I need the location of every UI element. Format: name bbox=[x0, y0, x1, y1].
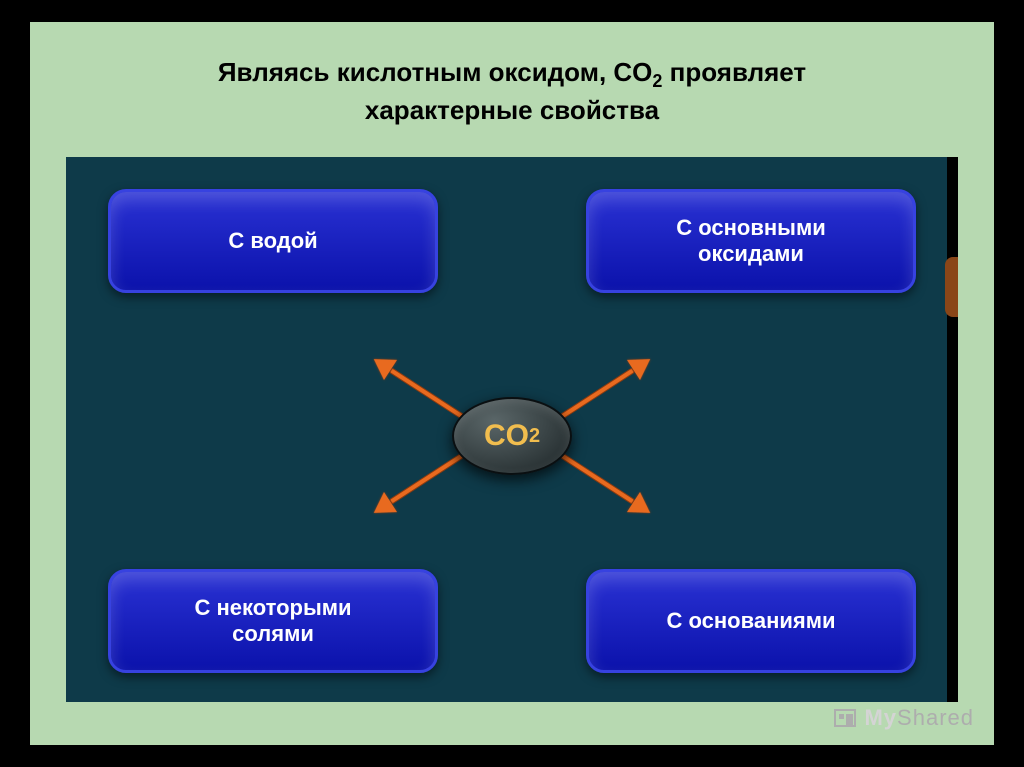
center-label-sub: 2 bbox=[529, 425, 540, 448]
box-bot-right: С основаниями bbox=[586, 569, 916, 673]
watermark-text: MyShared bbox=[864, 705, 974, 731]
box-bot-right-line: С основаниями bbox=[666, 608, 835, 634]
arrow-shaft bbox=[389, 451, 468, 505]
title-line-1-suffix: проявляет bbox=[662, 57, 806, 87]
center-node: CO2 bbox=[452, 397, 572, 475]
watermark-bold: My bbox=[864, 705, 897, 730]
watermark-rest: Shared bbox=[897, 705, 974, 730]
title: Являясь кислотным оксидом, CO2 проявляет… bbox=[66, 56, 958, 127]
box-bot-left-line: С некоторыми bbox=[194, 595, 351, 621]
box-bot-left-line: солями bbox=[232, 621, 314, 647]
title-line-2: характерные свойства bbox=[66, 94, 958, 128]
arrow-shaft bbox=[556, 451, 635, 505]
box-top-left: С водой bbox=[108, 189, 438, 293]
title-line-1: Являясь кислотным оксидом, CO2 проявляет bbox=[66, 56, 958, 94]
box-bot-left: С некоторымисолями bbox=[108, 569, 438, 673]
arrow-shaft bbox=[389, 368, 468, 422]
watermark-icon bbox=[834, 709, 856, 727]
center-label-main: CO bbox=[484, 419, 529, 453]
box-top-left-line: С водой bbox=[228, 228, 317, 254]
box-top-right-line: С основными bbox=[676, 215, 826, 241]
box-top-right-line: оксидами bbox=[698, 241, 804, 267]
title-sub: 2 bbox=[652, 71, 662, 91]
title-line-1-prefix: Являясь кислотным оксидом, CO bbox=[218, 57, 653, 87]
slide-frame: Являясь кислотным оксидом, CO2 проявляет… bbox=[30, 22, 994, 745]
arrow-shaft bbox=[556, 368, 635, 422]
diagram-canvas: CO2 С водой С основнымиоксидами С некоторы… bbox=[66, 157, 958, 702]
box-top-right: С основнымиоксидами bbox=[586, 189, 916, 293]
arrow-head-icon bbox=[367, 349, 397, 380]
right-orange-blob bbox=[945, 257, 958, 317]
right-black-strip bbox=[947, 157, 958, 702]
watermark: MyShared bbox=[834, 705, 974, 731]
arrow-head-icon bbox=[627, 349, 657, 380]
